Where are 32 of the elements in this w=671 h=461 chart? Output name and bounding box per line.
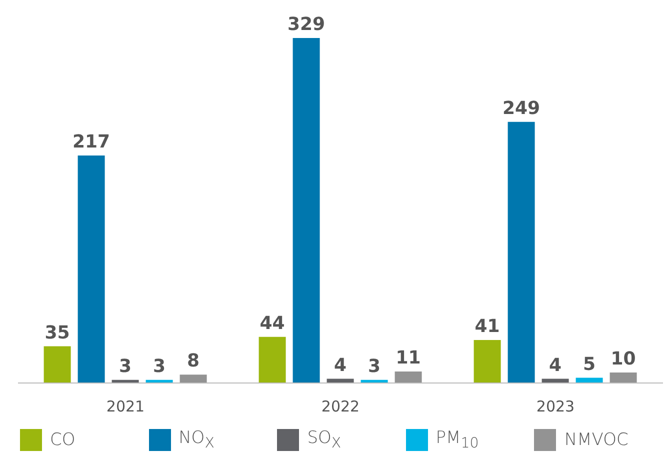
legend-label: CO bbox=[50, 430, 76, 450]
data-label: 8 bbox=[187, 350, 200, 372]
bar bbox=[394, 371, 422, 383]
data-label: 11 bbox=[396, 347, 421, 368]
data-label: 3 bbox=[119, 356, 132, 377]
x-tick-label: 2021 bbox=[106, 398, 145, 416]
data-label: 10 bbox=[610, 348, 636, 370]
data-label: 5 bbox=[583, 354, 596, 375]
bar bbox=[180, 374, 207, 383]
data-label: 4 bbox=[334, 354, 347, 376]
data-label: 35 bbox=[44, 322, 70, 344]
x-tick-label: 2022 bbox=[321, 398, 360, 416]
data-label: 329 bbox=[288, 14, 326, 35]
legend-label: PM$_{10}$ bbox=[436, 428, 479, 452]
bar bbox=[44, 346, 71, 383]
bar bbox=[508, 122, 535, 383]
data-label: 4 bbox=[549, 354, 562, 376]
x-tick-label: 2023 bbox=[536, 398, 575, 416]
data-label: 44 bbox=[260, 312, 285, 334]
data-label: 249 bbox=[502, 98, 540, 119]
legend-label: NO$_{X}$ bbox=[178, 428, 214, 452]
data-label: 41 bbox=[474, 316, 500, 338]
legend-label: SO$_{X}$ bbox=[307, 428, 342, 452]
data-label: 3 bbox=[153, 356, 166, 377]
bar bbox=[78, 155, 105, 383]
bar bbox=[292, 38, 320, 383]
bar bbox=[258, 336, 286, 383]
legend-label: NMVOC bbox=[564, 430, 628, 450]
bar bbox=[610, 372, 637, 383]
bar bbox=[474, 340, 501, 383]
data-label: 3 bbox=[368, 356, 381, 377]
data-label: 217 bbox=[72, 131, 110, 152]
